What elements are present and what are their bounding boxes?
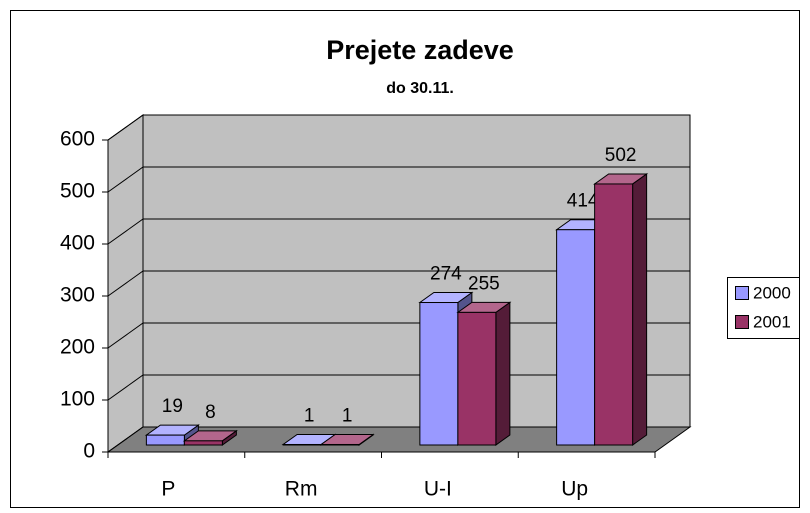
grid-line (107, 114, 690, 141)
y-tick-label: 0 (83, 440, 95, 463)
legend-swatch (735, 315, 749, 329)
value-label: 414 (567, 191, 599, 212)
grid-line (107, 166, 690, 193)
bar-front (145, 434, 185, 446)
bar (456, 301, 512, 446)
x-tick-label: U-I (424, 478, 452, 501)
y-tick-label: 400 (60, 232, 95, 255)
value-label: 19 (162, 396, 183, 417)
y-tick-label: 600 (60, 128, 95, 151)
legend-swatch (735, 286, 749, 300)
bar-front (183, 440, 223, 446)
bar-front (282, 443, 322, 446)
value-label: 502 (605, 145, 637, 166)
y-tick-label: 300 (60, 284, 95, 307)
bar-front (320, 443, 360, 446)
y-tick-label: 500 (60, 180, 95, 203)
x-tick-label: P (161, 478, 175, 501)
value-label: 1 (304, 405, 315, 426)
grid-line (107, 270, 690, 297)
grid-line (107, 218, 690, 245)
bar (182, 429, 238, 446)
bar-side (495, 301, 511, 446)
bar-front (457, 311, 497, 446)
chart-title: Prejete zadeve (326, 35, 514, 65)
bar-front (594, 183, 634, 446)
bar-front (556, 229, 596, 446)
legend-label: 2000 (753, 283, 791, 302)
legend-label: 2001 (753, 312, 791, 331)
bar (319, 433, 375, 446)
chart-subtitle: do 30.11. (386, 80, 454, 97)
x-tick-label: Up (561, 478, 588, 501)
value-label: 1 (342, 405, 353, 426)
x-tick-label: Rm (285, 478, 318, 501)
value-label: 274 (430, 264, 462, 285)
y-tick-label: 100 (60, 388, 95, 411)
bar-side (632, 172, 648, 446)
y-tick-label: 200 (60, 336, 95, 359)
bar (593, 172, 649, 446)
value-label: 255 (468, 273, 500, 294)
bar-front (419, 302, 459, 446)
value-label: 8 (205, 402, 216, 423)
